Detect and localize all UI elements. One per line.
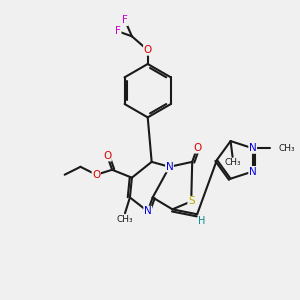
Text: CH₃: CH₃ (224, 158, 241, 167)
Text: O: O (92, 170, 100, 180)
Text: N: N (249, 167, 256, 176)
Text: N: N (249, 143, 256, 153)
Text: F: F (122, 16, 128, 26)
Text: H: H (198, 216, 206, 226)
Text: O: O (103, 151, 111, 161)
Text: N: N (166, 162, 173, 172)
Text: N: N (144, 206, 152, 216)
Text: CH₃: CH₃ (117, 215, 133, 224)
Text: O: O (144, 45, 152, 55)
Text: F: F (115, 26, 121, 36)
Text: S: S (188, 196, 194, 206)
Text: O: O (193, 143, 201, 153)
Text: CH₃: CH₃ (278, 144, 295, 153)
